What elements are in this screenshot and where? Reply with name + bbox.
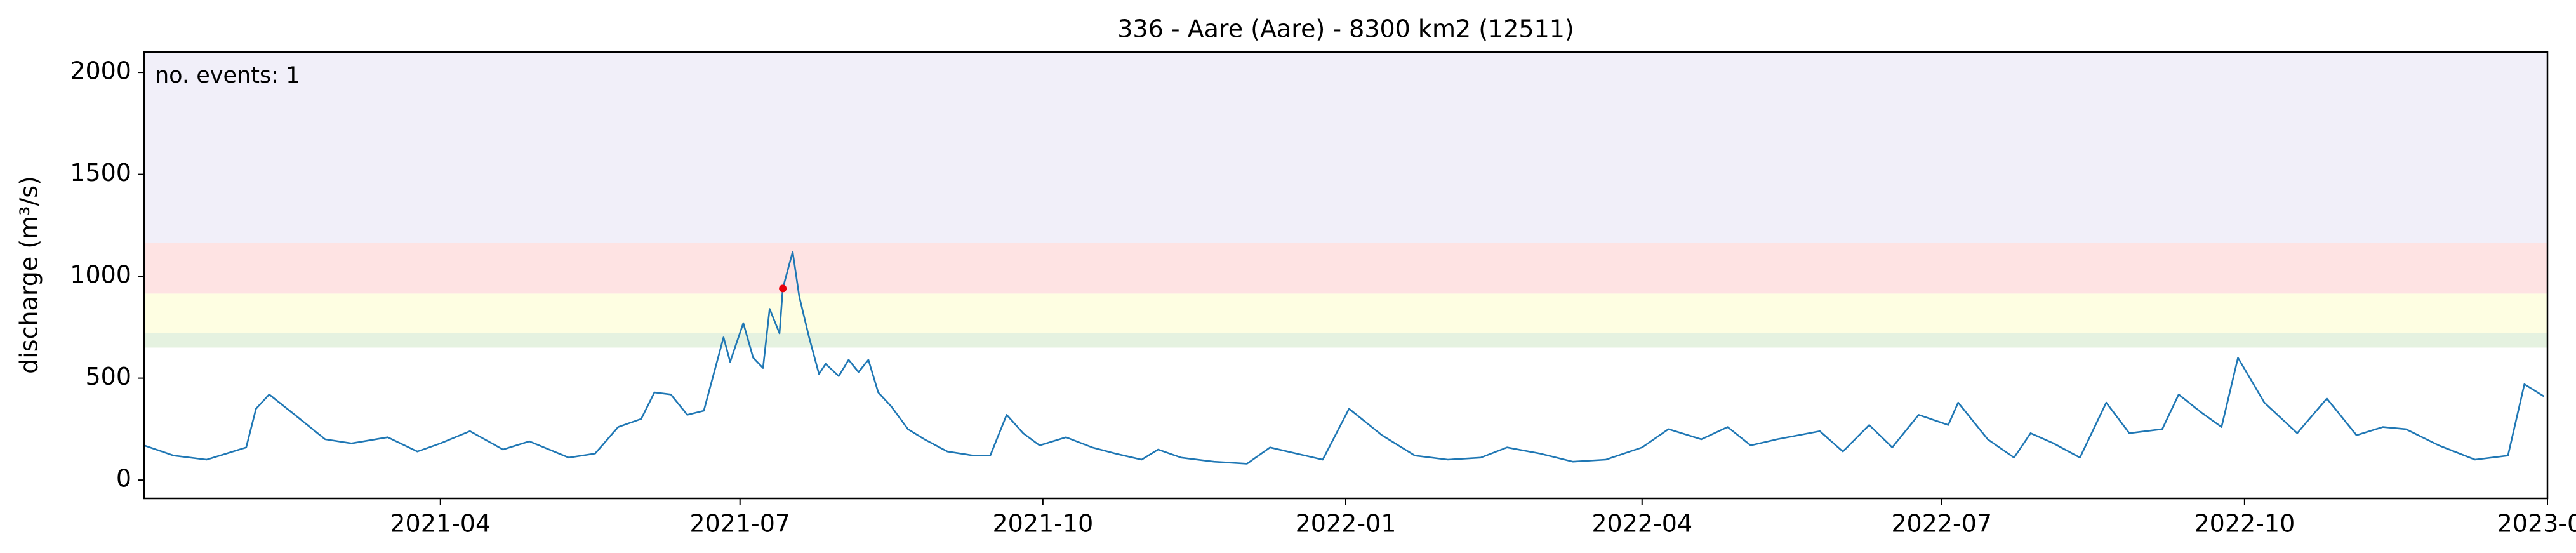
x-tick-label: 2021-04 xyxy=(390,510,491,538)
threshold-band xyxy=(144,52,2547,243)
threshold-band xyxy=(144,293,2547,333)
event-point xyxy=(779,284,787,293)
y-tick-label: 2000 xyxy=(70,57,131,85)
annotation: no. events: 1 xyxy=(155,63,300,88)
y-tick-label: 500 xyxy=(85,363,131,390)
y-tick-label: 1500 xyxy=(70,159,131,187)
x-tick-label: 2022-10 xyxy=(2194,510,2295,538)
y-tick-label: 1000 xyxy=(70,261,131,289)
threshold-band xyxy=(144,333,2547,348)
x-tick-label: 2023-01 xyxy=(2497,510,2576,538)
y-axis-label: discharge (m³/s) xyxy=(15,176,43,374)
chart-title: 336 - Aare (Aare) - 8300 km2 (12511) xyxy=(1117,15,1574,43)
threshold-band xyxy=(144,243,2547,294)
x-tick-label: 2021-10 xyxy=(992,510,1093,538)
x-tick-label: 2022-04 xyxy=(1591,510,1692,538)
y-tick-label: 0 xyxy=(116,465,131,493)
x-tick-label: 2021-07 xyxy=(689,510,790,538)
x-tick-label: 2022-07 xyxy=(1891,510,1992,538)
x-tick-label: 2022-01 xyxy=(1296,510,1397,538)
discharge-line xyxy=(143,251,2545,465)
